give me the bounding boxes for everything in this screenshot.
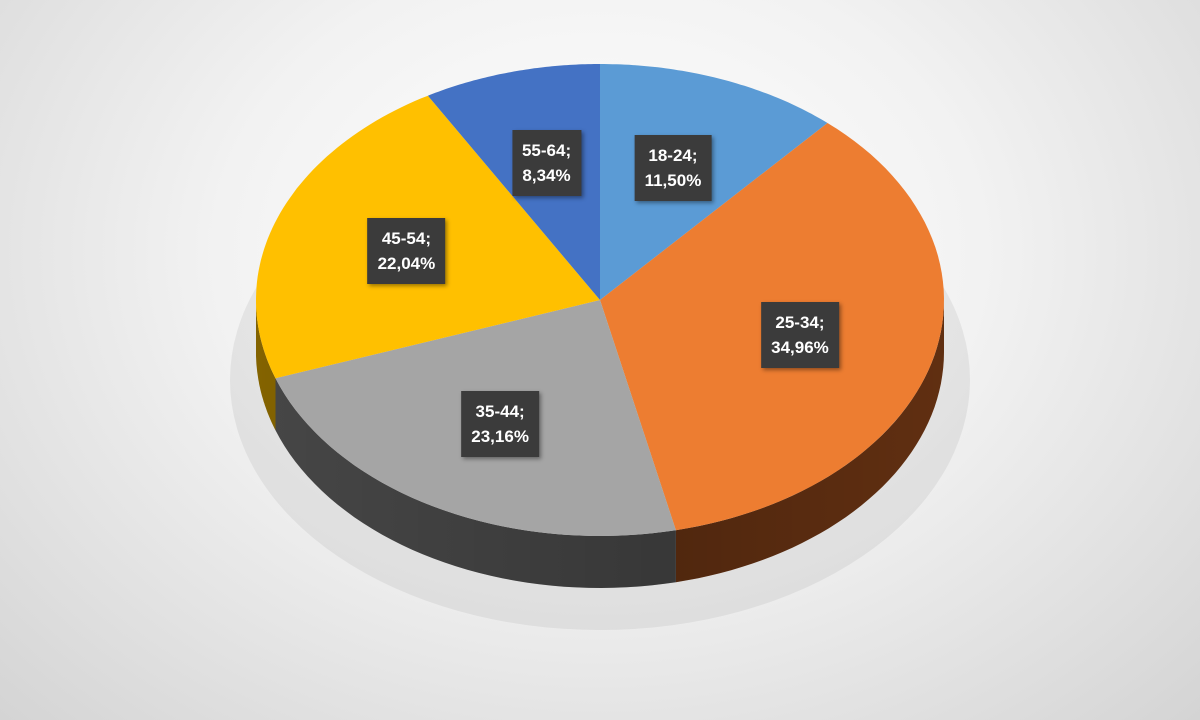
data-label-35-44: 35-44; 23,16% <box>461 390 539 457</box>
data-label-category: 45-54; <box>381 228 431 248</box>
data-label-category: 35-44; <box>475 401 525 421</box>
data-label-category: 18-24; <box>648 145 698 165</box>
data-label-percent: 34,96% <box>771 338 829 358</box>
data-label-percent: 8,34% <box>522 166 571 186</box>
data-label-percent: 11,50% <box>644 170 702 190</box>
data-label-percent: 23,16% <box>471 426 529 446</box>
data-label-percent: 22,04% <box>377 253 436 273</box>
data-label-category: 25-34; <box>775 313 825 333</box>
data-label-55-64: 55-64; 8,34% <box>511 130 582 197</box>
side-shading <box>256 300 944 588</box>
data-label-18-24: 18-24; 11,50% <box>634 134 712 201</box>
data-label-category: 55-64; <box>521 141 572 161</box>
data-label-25-34: 25-34; 34,96% <box>761 302 839 369</box>
slice-18-24[interactable] <box>600 64 828 300</box>
data-label-45-54: 45-54; 22,04% <box>367 217 446 284</box>
